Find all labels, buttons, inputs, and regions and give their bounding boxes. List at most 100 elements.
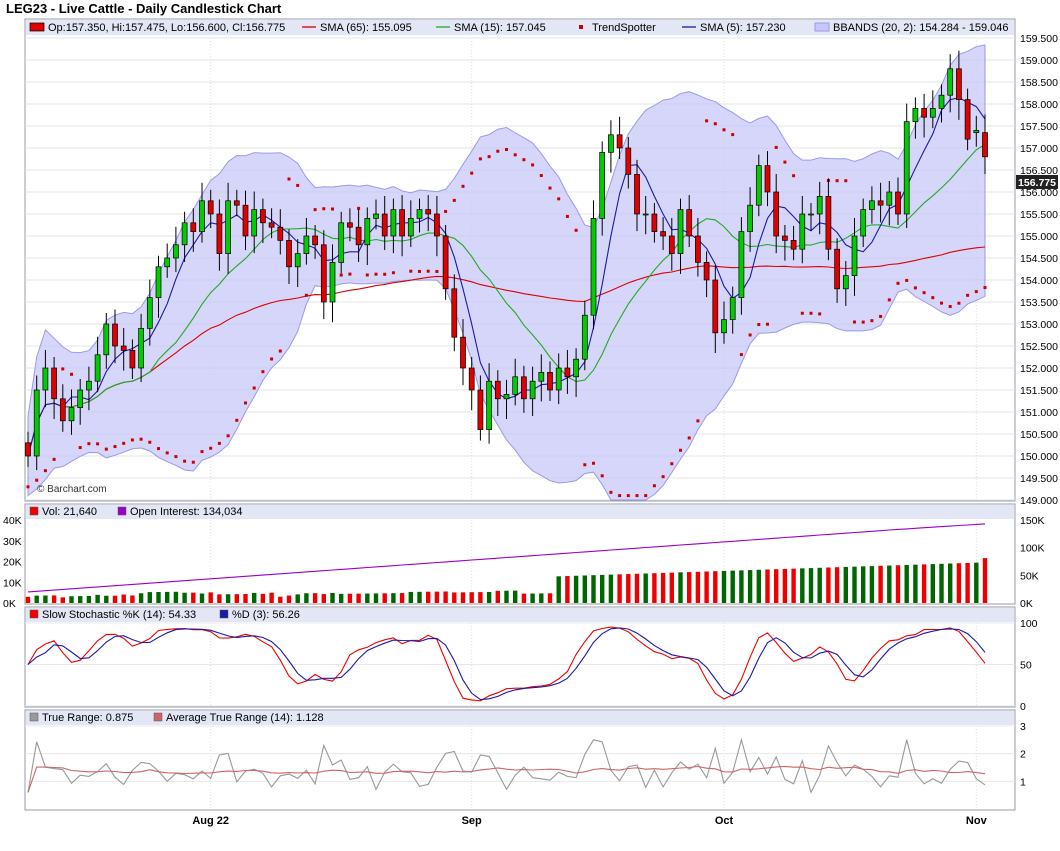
trendspotter-dot (835, 179, 839, 183)
candle-body (625, 147, 632, 175)
trendspotter-dot (557, 197, 561, 201)
volume-bar (252, 592, 257, 603)
candle-body (364, 218, 371, 246)
candle-body (782, 235, 788, 241)
trendspotter-dot (513, 153, 517, 157)
candle-body (486, 380, 492, 430)
candle-body (721, 319, 727, 334)
volume-bar (295, 594, 300, 603)
trendspotter-dot (583, 463, 587, 467)
candle-body (886, 191, 893, 206)
trendspotter-dot (339, 273, 343, 277)
legend-label: Vol: 21,640 (42, 506, 97, 518)
candle-body (564, 367, 571, 378)
watermark: © Barchart.com (37, 484, 107, 495)
last-price-tag-bg (1016, 175, 1058, 189)
candle-body (381, 213, 388, 237)
candle-body (729, 297, 736, 320)
volume-bar (86, 596, 92, 603)
trendspotter-dot (940, 301, 943, 305)
volume-bar (608, 574, 614, 603)
candle-body (199, 200, 205, 232)
price-tick-label: 152.000 (1020, 363, 1058, 375)
volume-bar (573, 575, 579, 603)
trendspotter-dot (122, 441, 126, 445)
volume-bar (834, 567, 840, 603)
volume-panel[interactable] (24, 503, 1016, 605)
volume-bar (913, 564, 918, 603)
trendspotter-dot (113, 445, 117, 449)
candle-body (68, 407, 75, 422)
candle-body (973, 130, 980, 133)
candle-body (42, 367, 49, 391)
trendspotter-dot (757, 323, 761, 327)
trendspotter-dot (931, 296, 935, 300)
volume-bar (800, 568, 805, 603)
candle-body (355, 226, 362, 246)
candle-body (190, 222, 197, 232)
trendspotter-dot (130, 438, 134, 442)
legend-label: Average True Range (14): 1.128 (166, 712, 324, 724)
trendspotter-dot (226, 434, 230, 438)
trendspotter-dot (696, 419, 700, 423)
candle-body (755, 165, 762, 206)
stochastic-panel[interactable] (24, 606, 1016, 708)
trendspotter-dot (139, 437, 143, 441)
candle-body (581, 314, 588, 360)
volume-bar (112, 595, 118, 603)
volume-bar (382, 593, 387, 603)
candle-body (33, 389, 40, 457)
true-range-legend-bar (26, 711, 1014, 725)
trendspotter-dot (766, 322, 769, 326)
volume-bar (565, 576, 570, 603)
price-tick-label: 154.000 (1020, 275, 1058, 287)
candle-body (808, 213, 814, 216)
candle-body (164, 257, 171, 268)
candle-body (59, 398, 66, 422)
volume-bar (408, 591, 413, 603)
candle-body (634, 174, 640, 215)
candle-body (173, 244, 179, 259)
trendspotter-dot (200, 450, 204, 454)
trendspotter-dot (861, 320, 865, 324)
volume-bar (652, 573, 657, 603)
volume-series (25, 523, 988, 603)
candle-body (329, 262, 336, 303)
volume-bar (443, 591, 448, 603)
trendspotter-dot (870, 319, 874, 323)
candle-body (103, 323, 110, 356)
legend-label: %D (3): 56.26 (232, 609, 300, 621)
x-tick-label: Sep (462, 815, 482, 827)
volume-bar (34, 595, 39, 603)
trendspotter-dot (887, 298, 891, 302)
trendspotter-dot (705, 119, 709, 123)
trendspotter-dot (974, 290, 978, 294)
volume-bar (478, 592, 483, 603)
price-tick-label: 150.000 (1020, 451, 1058, 463)
trendspotter-dot (391, 271, 395, 275)
candle-body (608, 134, 614, 153)
candle-body (477, 389, 484, 430)
volume-bar (43, 595, 48, 603)
volume-bar (426, 591, 431, 603)
true-range-panel[interactable] (24, 709, 1016, 811)
trendspotter-dot (444, 209, 448, 213)
trendspotter-dot (313, 208, 317, 212)
trendspotter-dot (522, 158, 526, 162)
candle-body (303, 235, 310, 254)
trendspotter-dot (348, 272, 352, 276)
trendspotter-dot (365, 273, 369, 277)
trendspotter-dot (809, 311, 813, 315)
trendspotter-dot (261, 370, 265, 374)
trendspotter-dot (78, 446, 82, 450)
volume-bar (51, 595, 57, 603)
trendspotter-dot (209, 446, 213, 450)
trendspotter-dot (783, 160, 787, 164)
trendspotter-dot (96, 442, 100, 446)
volume-bar (191, 592, 196, 603)
candle-body (599, 152, 606, 219)
volume-bar (930, 564, 935, 603)
volume-bar (304, 593, 309, 603)
trendspotter-dot (505, 147, 508, 151)
